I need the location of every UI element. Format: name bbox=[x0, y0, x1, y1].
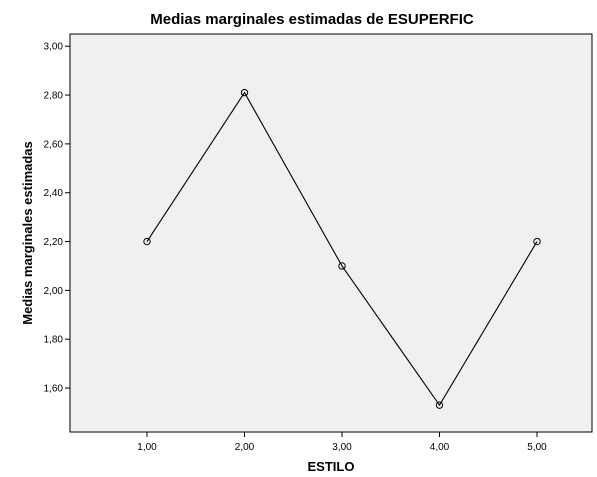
y-tick-label: 2,80 bbox=[44, 91, 64, 102]
y-tick-label: 1,80 bbox=[44, 335, 64, 346]
chart-title: Medias marginales estimadas de ESUPERFIC bbox=[150, 11, 474, 28]
x-tick-label: 1,00 bbox=[137, 442, 157, 453]
data-point bbox=[143, 237, 151, 246]
y-tick-label: 2,00 bbox=[44, 286, 64, 297]
x-tick-label: 3,00 bbox=[332, 442, 352, 453]
plot-area bbox=[69, 33, 593, 433]
x-tick-label: 5,00 bbox=[527, 442, 547, 453]
x-tick-label: 4,00 bbox=[430, 442, 450, 453]
x-tick-label: 2,00 bbox=[235, 442, 255, 453]
y-tick-label: 3,00 bbox=[44, 42, 64, 53]
data-point bbox=[240, 88, 249, 97]
y-tick-label: 2,60 bbox=[44, 139, 64, 150]
x-axis: 1,00 2,00 3,00 4,00 5,00 bbox=[137, 432, 547, 453]
series-line bbox=[146, 91, 538, 407]
y-axis: 1,60 1,80 2,00 2,20 2,40 2,60 2,80 3,00 bbox=[44, 42, 70, 395]
data-point bbox=[435, 401, 444, 409]
y-tick-label: 2,20 bbox=[44, 237, 64, 248]
y-tick-label: 2,40 bbox=[44, 188, 64, 199]
y-axis-label: Medias marginales estimadas bbox=[20, 141, 35, 325]
x-axis-label: ESTILO bbox=[308, 459, 355, 474]
data-point bbox=[533, 237, 541, 246]
data-points bbox=[143, 88, 541, 409]
data-point bbox=[338, 262, 346, 270]
y-tick-label: 1,60 bbox=[44, 384, 64, 395]
